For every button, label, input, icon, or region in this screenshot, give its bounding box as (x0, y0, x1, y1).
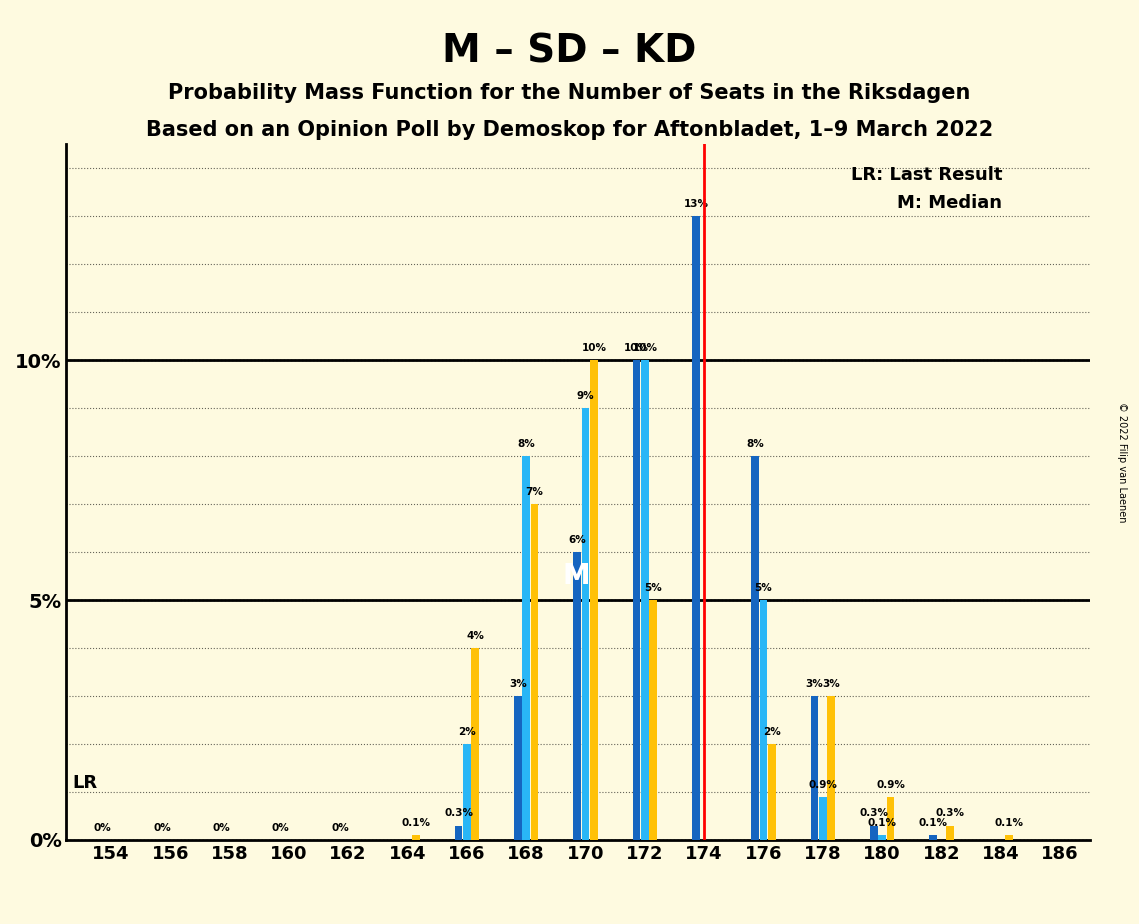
Bar (811, 696, 819, 840)
Text: 0.9%: 0.9% (809, 780, 837, 790)
Bar (870, 825, 878, 840)
Text: 0.3%: 0.3% (935, 808, 965, 819)
Bar (691, 216, 699, 840)
Bar (929, 835, 937, 840)
Text: 0%: 0% (331, 822, 349, 833)
Text: 3%: 3% (822, 679, 841, 688)
Text: 10%: 10% (632, 343, 657, 353)
Text: 4%: 4% (466, 631, 484, 641)
Text: 6%: 6% (568, 535, 587, 545)
Bar (1006, 835, 1013, 840)
Text: 2%: 2% (458, 727, 476, 736)
Text: 0.1%: 0.1% (919, 818, 948, 828)
Text: 3%: 3% (805, 679, 823, 688)
Bar (531, 505, 539, 840)
Text: Probability Mass Function for the Number of Seats in the Riksdagen: Probability Mass Function for the Number… (169, 83, 970, 103)
Text: M – SD – KD: M – SD – KD (442, 32, 697, 70)
Text: 10%: 10% (624, 343, 649, 353)
Text: 8%: 8% (517, 439, 535, 449)
Text: 0%: 0% (272, 822, 289, 833)
Text: 0.1%: 0.1% (994, 818, 1024, 828)
Bar (590, 360, 598, 840)
Bar (649, 600, 657, 840)
Text: M: M (563, 562, 590, 590)
Bar (582, 408, 590, 840)
Text: 0.1%: 0.1% (401, 818, 431, 828)
Bar (454, 825, 462, 840)
Bar (523, 456, 530, 840)
Bar (573, 553, 581, 840)
Bar (878, 835, 886, 840)
Bar (641, 360, 649, 840)
Text: 0.3%: 0.3% (859, 808, 888, 819)
Bar (827, 696, 835, 840)
Bar (760, 600, 768, 840)
Text: 0%: 0% (153, 822, 171, 833)
Text: 10%: 10% (581, 343, 606, 353)
Text: M: Median: M: Median (898, 194, 1002, 212)
Text: LR: LR (72, 774, 98, 792)
Text: 8%: 8% (746, 439, 764, 449)
Bar (514, 696, 522, 840)
Text: 0.1%: 0.1% (868, 818, 896, 828)
Text: 0%: 0% (212, 822, 230, 833)
Text: 5%: 5% (645, 583, 662, 593)
Text: 13%: 13% (683, 199, 708, 209)
Text: 0.3%: 0.3% (444, 808, 473, 819)
Text: 3%: 3% (509, 679, 526, 688)
Text: LR: Last Result: LR: Last Result (851, 166, 1002, 184)
Text: 0%: 0% (93, 822, 112, 833)
Bar (768, 744, 776, 840)
Text: 0.9%: 0.9% (876, 780, 904, 790)
Text: Based on an Opinion Poll by Demoskop for Aftonbladet, 1–9 March 2022: Based on an Opinion Poll by Demoskop for… (146, 120, 993, 140)
Bar (945, 825, 953, 840)
Bar (472, 648, 480, 840)
Text: 5%: 5% (755, 583, 772, 593)
Bar (632, 360, 640, 840)
Text: 7%: 7% (525, 487, 543, 497)
Bar (819, 796, 827, 840)
Bar (752, 456, 760, 840)
Text: 2%: 2% (763, 727, 780, 736)
Bar (886, 796, 894, 840)
Text: 9%: 9% (576, 391, 595, 401)
Text: © 2022 Filip van Laenen: © 2022 Filip van Laenen (1117, 402, 1126, 522)
Bar (462, 744, 470, 840)
Bar (412, 835, 420, 840)
